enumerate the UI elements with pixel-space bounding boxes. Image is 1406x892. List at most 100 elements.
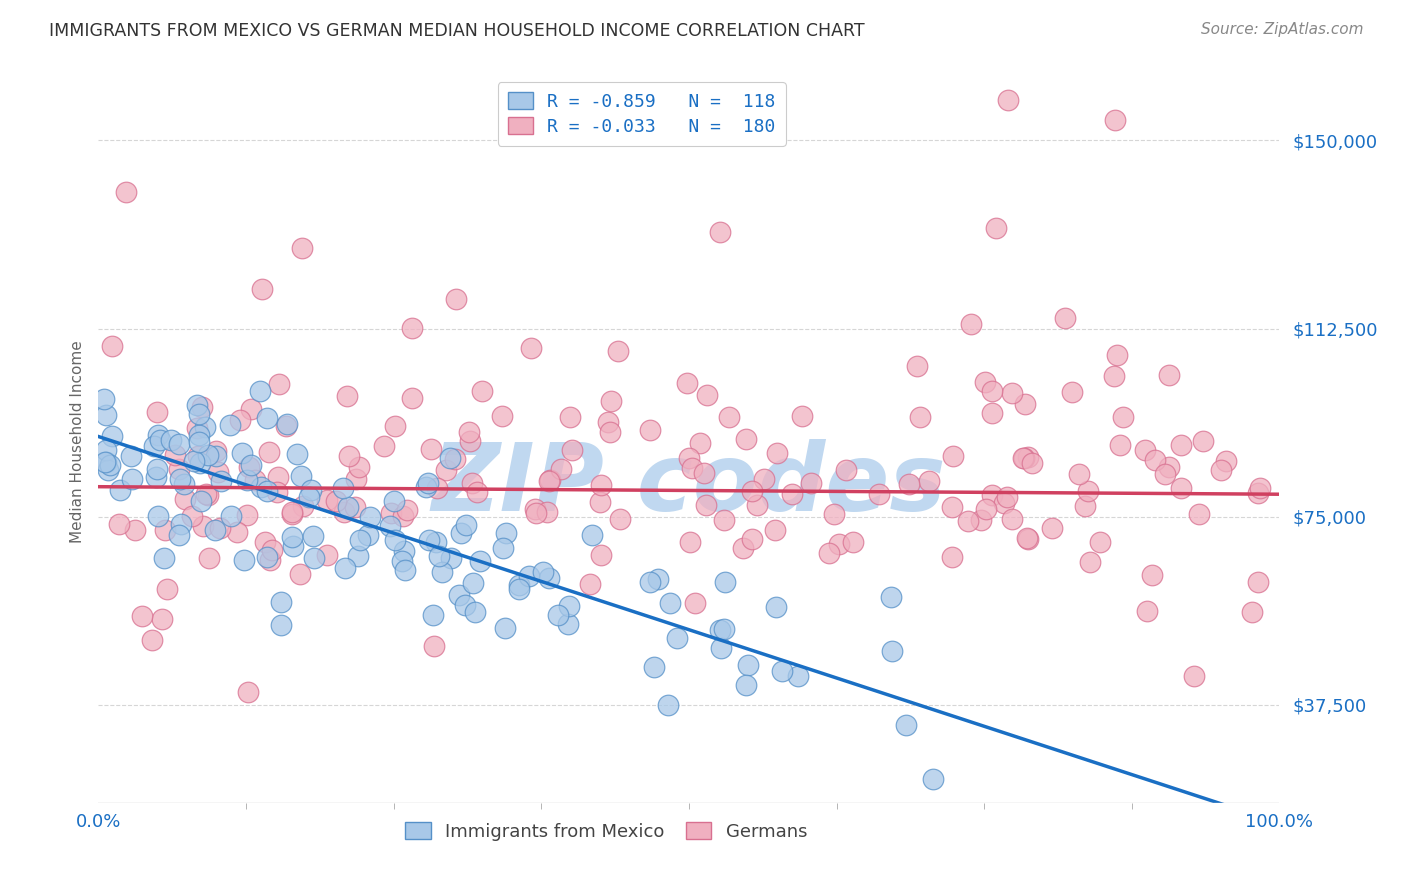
Point <box>394 563 416 577</box>
Point <box>173 477 195 491</box>
Point <box>439 450 461 465</box>
Point <box>828 537 851 551</box>
Point <box>426 481 449 495</box>
Point <box>508 582 530 596</box>
Point <box>1153 467 1175 481</box>
Point <box>337 449 360 463</box>
Point <box>124 523 146 537</box>
Point <box>149 433 172 447</box>
Point <box>238 685 260 699</box>
Point <box>517 569 540 583</box>
Point <box>344 472 367 486</box>
Point <box>94 408 117 422</box>
Point <box>288 567 311 582</box>
Point <box>1017 531 1039 545</box>
Point <box>337 500 360 514</box>
Point <box>1247 485 1270 500</box>
Legend: Immigrants from Mexico, Germans: Immigrants from Mexico, Germans <box>398 814 814 848</box>
Point <box>495 526 517 541</box>
Point <box>165 448 187 462</box>
Point <box>520 341 543 355</box>
Point <box>970 513 993 527</box>
Point <box>1159 368 1181 382</box>
Text: Source: ZipAtlas.com: Source: ZipAtlas.com <box>1201 22 1364 37</box>
Point <box>167 528 190 542</box>
Point <box>425 535 447 549</box>
Point <box>191 401 214 415</box>
Point <box>384 419 406 434</box>
Point <box>709 225 731 239</box>
Point <box>349 533 371 548</box>
Point <box>430 566 453 580</box>
Point <box>115 185 138 199</box>
Point <box>100 429 122 443</box>
Point <box>1053 311 1076 326</box>
Point <box>508 578 530 592</box>
Point <box>415 480 437 494</box>
Point <box>1144 453 1167 467</box>
Point <box>609 512 631 526</box>
Point <box>1017 532 1039 546</box>
Point <box>332 505 354 519</box>
Point <box>550 462 572 476</box>
Point <box>219 508 242 523</box>
Point <box>270 617 292 632</box>
Point <box>359 509 381 524</box>
Point <box>94 455 117 469</box>
Point <box>981 384 1004 398</box>
Point <box>243 473 266 487</box>
Point <box>980 406 1002 420</box>
Point <box>266 485 288 500</box>
Point <box>941 549 963 564</box>
Point <box>1017 450 1039 464</box>
Point <box>373 438 395 452</box>
Point <box>336 389 359 403</box>
Point <box>1209 463 1232 477</box>
Point <box>239 402 262 417</box>
Point <box>195 486 218 500</box>
Point <box>491 409 513 423</box>
Point <box>536 505 558 519</box>
Point <box>155 523 177 537</box>
Point <box>908 409 931 424</box>
Point <box>281 505 304 519</box>
Point <box>290 469 312 483</box>
Point <box>236 473 259 487</box>
Point <box>800 475 823 490</box>
Point <box>153 551 176 566</box>
Point <box>679 534 702 549</box>
Point <box>205 444 228 458</box>
Point <box>538 571 561 585</box>
Point <box>600 393 623 408</box>
Point <box>735 678 758 692</box>
Point <box>741 532 763 546</box>
Point <box>238 459 260 474</box>
Point <box>316 492 339 507</box>
Point <box>1105 348 1128 362</box>
Point <box>765 599 787 614</box>
Point <box>148 427 170 442</box>
Point <box>291 499 314 513</box>
Point <box>254 535 277 549</box>
Point <box>591 548 613 562</box>
Point <box>1170 481 1192 495</box>
Point <box>198 550 221 565</box>
Point <box>547 608 569 623</box>
Point <box>766 446 789 460</box>
Point <box>1142 568 1164 582</box>
Point <box>823 508 845 522</box>
Point <box>378 518 401 533</box>
Point <box>709 623 731 637</box>
Point <box>959 317 981 331</box>
Point <box>941 500 963 514</box>
Point <box>444 452 467 467</box>
Point <box>239 458 262 472</box>
Point <box>714 574 737 589</box>
Point <box>250 480 273 494</box>
Point <box>747 498 769 512</box>
Point <box>209 474 232 488</box>
Point <box>384 533 406 548</box>
Point <box>141 632 163 647</box>
Point <box>1247 574 1270 589</box>
Point <box>696 387 718 401</box>
